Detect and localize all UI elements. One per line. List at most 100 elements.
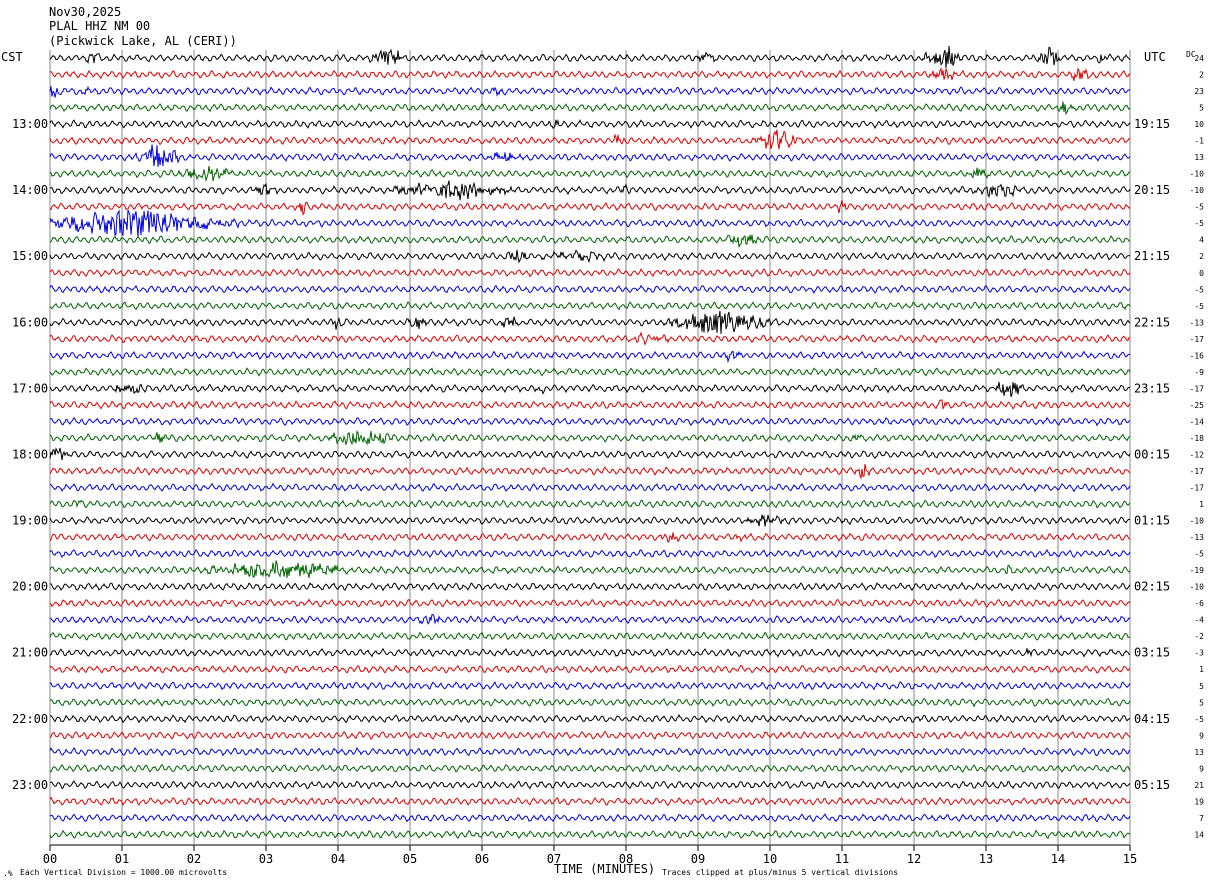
x-tick-label: 04 [331, 852, 345, 866]
left-hour-label: 16:00 [12, 315, 48, 329]
right-hour-label: 01:15 [1134, 514, 1170, 528]
dc-offset-label: -18 [1190, 434, 1205, 443]
trace-line [49, 399, 1131, 411]
dc-offset-label: -25 [1190, 401, 1205, 410]
dc-header-label: DC [1186, 50, 1196, 59]
x-tick-label: 06 [475, 852, 489, 866]
dc-offset-label: 23 [1194, 87, 1204, 96]
trace-line [49, 310, 1131, 334]
dc-offset-label: 1 [1199, 500, 1204, 509]
trace-line [49, 301, 1131, 311]
dc-offset-label: -10 [1190, 186, 1205, 195]
x-tick-label: 05 [403, 852, 417, 866]
trace-line [49, 464, 1131, 480]
trace-line [49, 268, 1131, 278]
dc-offset-label: 24 [1194, 54, 1204, 63]
trace-line [49, 350, 1131, 364]
trace-line [49, 367, 1131, 377]
right-hour-label: 00:15 [1134, 447, 1170, 461]
trace-line [49, 796, 1131, 806]
x-axis-title: TIME (MINUTES) [554, 862, 655, 876]
trace-line [49, 681, 1131, 691]
x-tick-label: 03 [259, 852, 273, 866]
right-hour-label: 23:15 [1134, 381, 1170, 395]
trace-line [49, 763, 1131, 774]
dc-offset-label: -16 [1190, 351, 1205, 360]
left-timezone-label: CST [1, 50, 23, 64]
trace-line [50, 180, 1131, 201]
seismic-traces [49, 45, 1131, 840]
trace-line [49, 45, 1131, 69]
trace-line [49, 548, 1131, 559]
trace-line [49, 647, 1131, 658]
left-hour-label: 18:00 [12, 447, 48, 461]
trace-line [49, 119, 1131, 129]
dc-offset-label: -17 [1190, 467, 1205, 476]
trace-line [49, 697, 1131, 708]
left-hour-label: 14:00 [12, 183, 48, 197]
trace-line [49, 813, 1131, 823]
dc-offset-label: 14 [1194, 830, 1204, 839]
dc-offset-label: -5 [1194, 715, 1204, 724]
dc-offset-label: 2 [1199, 71, 1204, 80]
dc-offset-label: 13 [1194, 748, 1204, 757]
right-hour-label: 03:15 [1134, 646, 1170, 660]
trace-line [49, 631, 1131, 641]
dc-offset-labels: 24 2 23 5 10 -1 13 -10 -10 -5 -5 4 2 0 -5 -5 -13 -17 -16 -9… [1190, 54, 1205, 839]
trace-line [49, 85, 1131, 98]
left-hour-label: 20:00 [12, 580, 48, 594]
dc-offset-label: -5 [1194, 550, 1204, 559]
trace-line [49, 234, 1131, 248]
trace-line [49, 730, 1131, 741]
dc-offset-label: -6 [1194, 599, 1204, 608]
trace-line [49, 67, 1131, 82]
dc-offset-label: -19 [1190, 566, 1205, 575]
dc-offset-label: 5 [1199, 104, 1204, 113]
dc-offset-label: -17 [1190, 335, 1205, 344]
trace-line [49, 144, 1131, 168]
dc-offset-label: -4 [1194, 616, 1204, 625]
trace-line [49, 200, 1131, 216]
x-tick-label: 00 [43, 852, 57, 866]
dc-offset-label: -17 [1190, 484, 1205, 493]
trace-line [49, 209, 1131, 238]
trace-line [49, 165, 1131, 183]
right-timezone-label: UTC [1144, 50, 1166, 64]
trace-line [49, 129, 1131, 150]
x-tick-label: 13 [979, 852, 993, 866]
right-hour-label: 19:15 [1134, 117, 1170, 131]
right-hour-label: 05:15 [1134, 778, 1170, 792]
x-tick-label: 12 [907, 852, 921, 866]
trace-line [49, 664, 1131, 674]
left-hour-label: 13:00 [12, 117, 48, 131]
dc-offset-label: -1 [1194, 137, 1204, 146]
dc-offset-label: 4 [1199, 236, 1204, 245]
dc-offset-label: -13 [1190, 318, 1205, 327]
trace-line [49, 598, 1131, 608]
x-tick-label: 01 [115, 852, 129, 866]
x-tick-label: 09 [691, 852, 705, 866]
dc-offset-label: -10 [1190, 517, 1205, 526]
trace-line [49, 532, 1131, 543]
dc-offset-label: -2 [1194, 632, 1204, 641]
x-tick-label: 07 [547, 852, 561, 866]
date-label: Nov30,2025 [49, 5, 121, 19]
trace-line [49, 249, 1131, 264]
trace-line [49, 381, 1131, 397]
grid-lines [49, 50, 1131, 845]
x-axis-ticks: 00 01 02 03 04 05 06 07 08 09 10 11 12 13 14 15 [43, 845, 1137, 866]
trace-line [49, 447, 1131, 461]
dc-offset-label: 21 [1194, 781, 1204, 790]
right-hour-label: 20:15 [1134, 183, 1170, 197]
trace-line [49, 430, 1131, 446]
dc-offset-label: -13 [1190, 533, 1205, 542]
clipping-note: Traces clipped at plus/minus 5 vertical … [662, 868, 898, 877]
left-hour-label: 23:00 [12, 778, 48, 792]
dc-offset-label: 13 [1194, 153, 1204, 162]
hour-labels: 13:00 14:00 15:00 16:00 17:00 18:00 19:00 20:00… [12, 117, 1170, 792]
dc-offset-label: -10 [1190, 170, 1205, 179]
trace-line [49, 560, 1131, 579]
dc-offset-label: 7 [1199, 814, 1204, 823]
x-tick-label: 14 [1051, 852, 1065, 866]
